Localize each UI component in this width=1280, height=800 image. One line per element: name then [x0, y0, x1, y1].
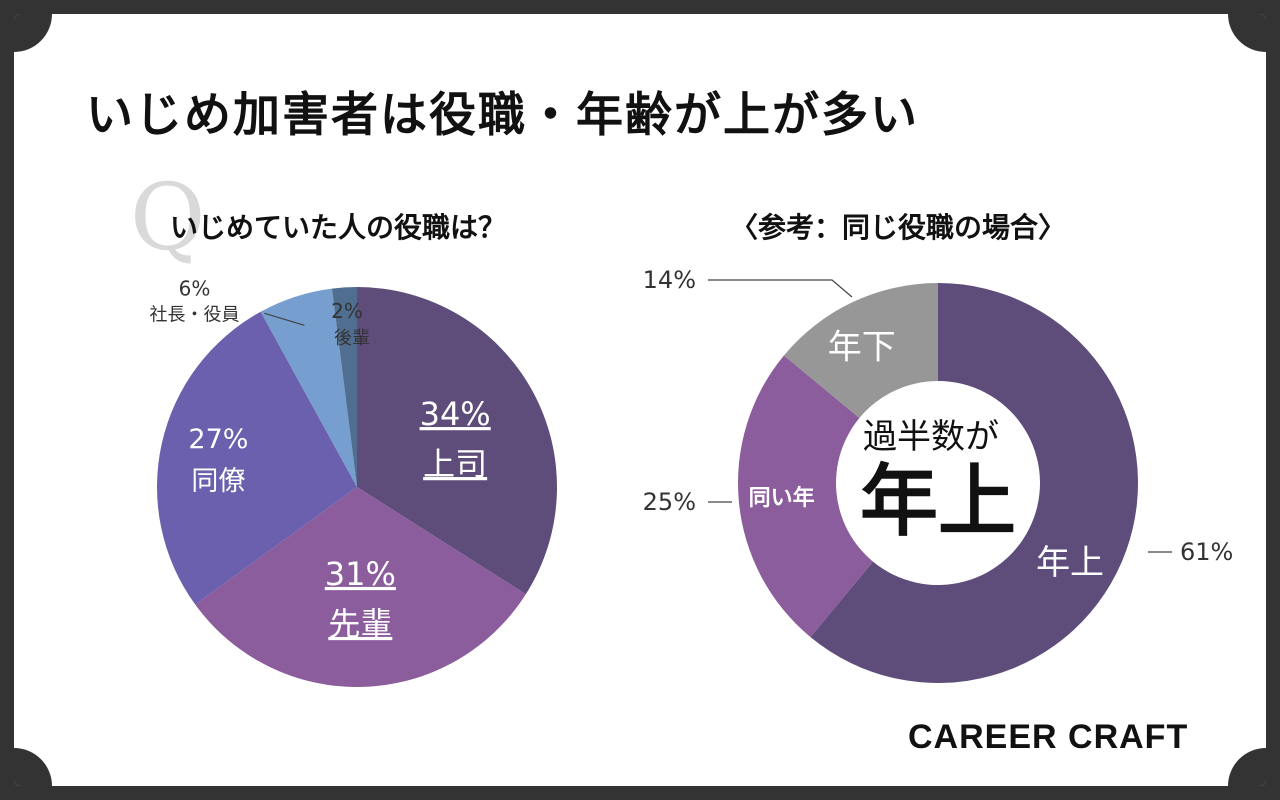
pie-slice-5	[331, 287, 357, 487]
pie-slice-2	[195, 487, 526, 687]
role-pie-chart: 34% 上司 31% 先輩 27% 同僚 6% 社長・役員 2% 後輩	[149, 276, 557, 687]
pie-pct-label: 6%	[179, 276, 211, 300]
donut-slice-3	[783, 283, 938, 418]
brand-logo-text: CAREER CRAFT	[908, 718, 1189, 756]
donut-chart-title: 〈参考：同じ役職の場合〉	[730, 211, 1067, 244]
donut-pct-label: 61%	[1180, 538, 1233, 566]
pie-slice-1	[357, 287, 557, 595]
question-mark-watermark: Q	[130, 164, 206, 271]
pie-category-label: 社長・役員	[149, 304, 239, 325]
pie-category-label: 後輩	[334, 328, 370, 349]
pie-chart-title: いじめていた人の役職は？	[170, 211, 507, 244]
donut-pct-label: 25%	[643, 488, 696, 516]
pie-pct-label: 34%	[420, 395, 491, 433]
pie-pct-label: 27%	[188, 424, 248, 455]
donut-leader-line	[708, 279, 853, 298]
donut-slice-1	[810, 283, 1138, 684]
donut-segment-label: 年上	[1036, 543, 1104, 583]
pie-leader-line	[264, 312, 305, 326]
donut-center-headline: 年上	[860, 457, 1016, 547]
donut-segment-label: 同い年	[749, 485, 815, 511]
donut-segment-label: 年下	[828, 327, 896, 367]
donut-center-subtext: 過半数が	[863, 417, 999, 457]
donut-pct-label: 14%	[643, 266, 696, 294]
pie-slice-3	[157, 311, 357, 605]
pie-category-label: 同僚	[191, 466, 245, 497]
pie-pct-label: 2%	[331, 299, 363, 323]
pie-category-label: 上司	[423, 445, 487, 483]
donut-slice-2	[738, 355, 873, 638]
page-title: いじめ加害者は役職・年齢が上が多い	[86, 88, 919, 143]
pie-pct-label: 31%	[325, 555, 396, 593]
pie-category-label: 先輩	[328, 605, 392, 643]
pie-slice-4	[260, 288, 357, 487]
